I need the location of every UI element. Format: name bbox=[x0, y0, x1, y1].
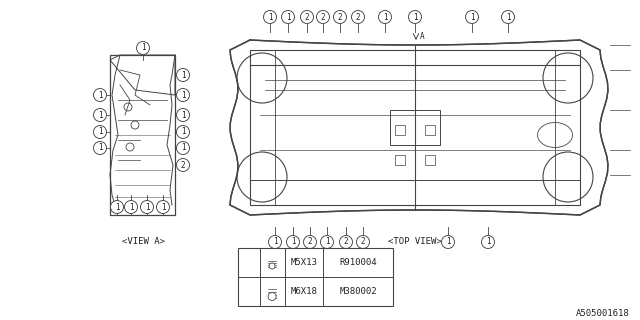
Bar bbox=[425, 125, 435, 135]
Bar bbox=[238, 248, 393, 306]
Circle shape bbox=[177, 125, 189, 139]
Circle shape bbox=[356, 236, 369, 249]
Circle shape bbox=[269, 263, 275, 269]
Text: 1: 1 bbox=[98, 143, 102, 153]
Text: 1: 1 bbox=[268, 12, 272, 21]
Circle shape bbox=[93, 141, 106, 155]
Text: 2: 2 bbox=[356, 12, 360, 21]
Text: 1: 1 bbox=[98, 110, 102, 119]
Circle shape bbox=[93, 89, 106, 101]
Bar bbox=[390, 110, 440, 145]
Text: A505001618: A505001618 bbox=[576, 308, 630, 317]
Text: 1: 1 bbox=[161, 203, 165, 212]
Bar bbox=[110, 55, 175, 215]
Circle shape bbox=[287, 236, 300, 249]
Text: R910004: R910004 bbox=[339, 258, 377, 267]
Text: 1: 1 bbox=[470, 12, 474, 21]
Circle shape bbox=[177, 89, 189, 101]
Text: 2: 2 bbox=[344, 237, 348, 246]
Circle shape bbox=[317, 11, 330, 23]
Circle shape bbox=[282, 11, 294, 23]
Circle shape bbox=[408, 11, 422, 23]
Text: 1: 1 bbox=[285, 12, 291, 21]
Text: 1: 1 bbox=[180, 143, 186, 153]
Text: M380002: M380002 bbox=[339, 287, 377, 296]
Circle shape bbox=[339, 236, 353, 249]
Text: 1: 1 bbox=[486, 237, 490, 246]
Text: <TOP VIEW>: <TOP VIEW> bbox=[388, 237, 442, 246]
Bar bbox=[395, 125, 405, 135]
Circle shape bbox=[465, 11, 479, 23]
Text: 2: 2 bbox=[305, 12, 309, 21]
Circle shape bbox=[141, 201, 154, 213]
Text: 2: 2 bbox=[308, 237, 312, 246]
Circle shape bbox=[303, 236, 317, 249]
Circle shape bbox=[125, 201, 138, 213]
Text: 2: 2 bbox=[338, 12, 342, 21]
Text: 2: 2 bbox=[180, 161, 186, 170]
Text: 1: 1 bbox=[324, 237, 330, 246]
Circle shape bbox=[111, 201, 124, 213]
Text: <VIEW A>: <VIEW A> bbox=[122, 237, 164, 246]
Circle shape bbox=[177, 108, 189, 122]
Circle shape bbox=[268, 292, 276, 300]
Text: 1: 1 bbox=[445, 237, 451, 246]
Text: A: A bbox=[420, 32, 424, 41]
Bar bbox=[395, 155, 405, 165]
Text: 1: 1 bbox=[115, 203, 119, 212]
Text: 2: 2 bbox=[361, 237, 365, 246]
Circle shape bbox=[442, 236, 454, 249]
Text: 1: 1 bbox=[291, 237, 295, 246]
Text: 1: 1 bbox=[413, 12, 417, 21]
Text: 1: 1 bbox=[129, 203, 133, 212]
Circle shape bbox=[301, 11, 314, 23]
Text: 1: 1 bbox=[141, 44, 145, 52]
Text: 1: 1 bbox=[180, 70, 186, 79]
Text: 1: 1 bbox=[145, 203, 149, 212]
Circle shape bbox=[177, 68, 189, 82]
Polygon shape bbox=[230, 40, 608, 215]
Bar bbox=[250, 50, 580, 205]
Circle shape bbox=[177, 158, 189, 172]
Circle shape bbox=[333, 11, 346, 23]
Text: 2: 2 bbox=[321, 12, 325, 21]
Text: 1: 1 bbox=[98, 91, 102, 100]
Text: 1: 1 bbox=[180, 110, 186, 119]
Text: 1: 1 bbox=[180, 127, 186, 137]
Circle shape bbox=[93, 125, 106, 139]
Text: M6X18: M6X18 bbox=[291, 287, 317, 296]
Text: 1: 1 bbox=[246, 258, 251, 267]
Circle shape bbox=[481, 236, 495, 249]
Circle shape bbox=[269, 236, 282, 249]
Circle shape bbox=[351, 11, 365, 23]
Text: M5X13: M5X13 bbox=[291, 258, 317, 267]
Text: 1: 1 bbox=[273, 237, 277, 246]
Text: 1: 1 bbox=[98, 127, 102, 137]
Text: 1: 1 bbox=[383, 12, 387, 21]
Bar bbox=[425, 155, 435, 165]
Circle shape bbox=[157, 201, 170, 213]
Ellipse shape bbox=[242, 286, 256, 297]
Circle shape bbox=[136, 42, 150, 54]
Circle shape bbox=[264, 11, 276, 23]
Text: 2: 2 bbox=[246, 287, 251, 296]
Circle shape bbox=[378, 11, 392, 23]
Circle shape bbox=[502, 11, 515, 23]
Circle shape bbox=[321, 236, 333, 249]
Text: 1: 1 bbox=[180, 91, 186, 100]
Text: 1: 1 bbox=[506, 12, 510, 21]
Ellipse shape bbox=[242, 257, 256, 268]
Circle shape bbox=[93, 108, 106, 122]
Circle shape bbox=[177, 141, 189, 155]
